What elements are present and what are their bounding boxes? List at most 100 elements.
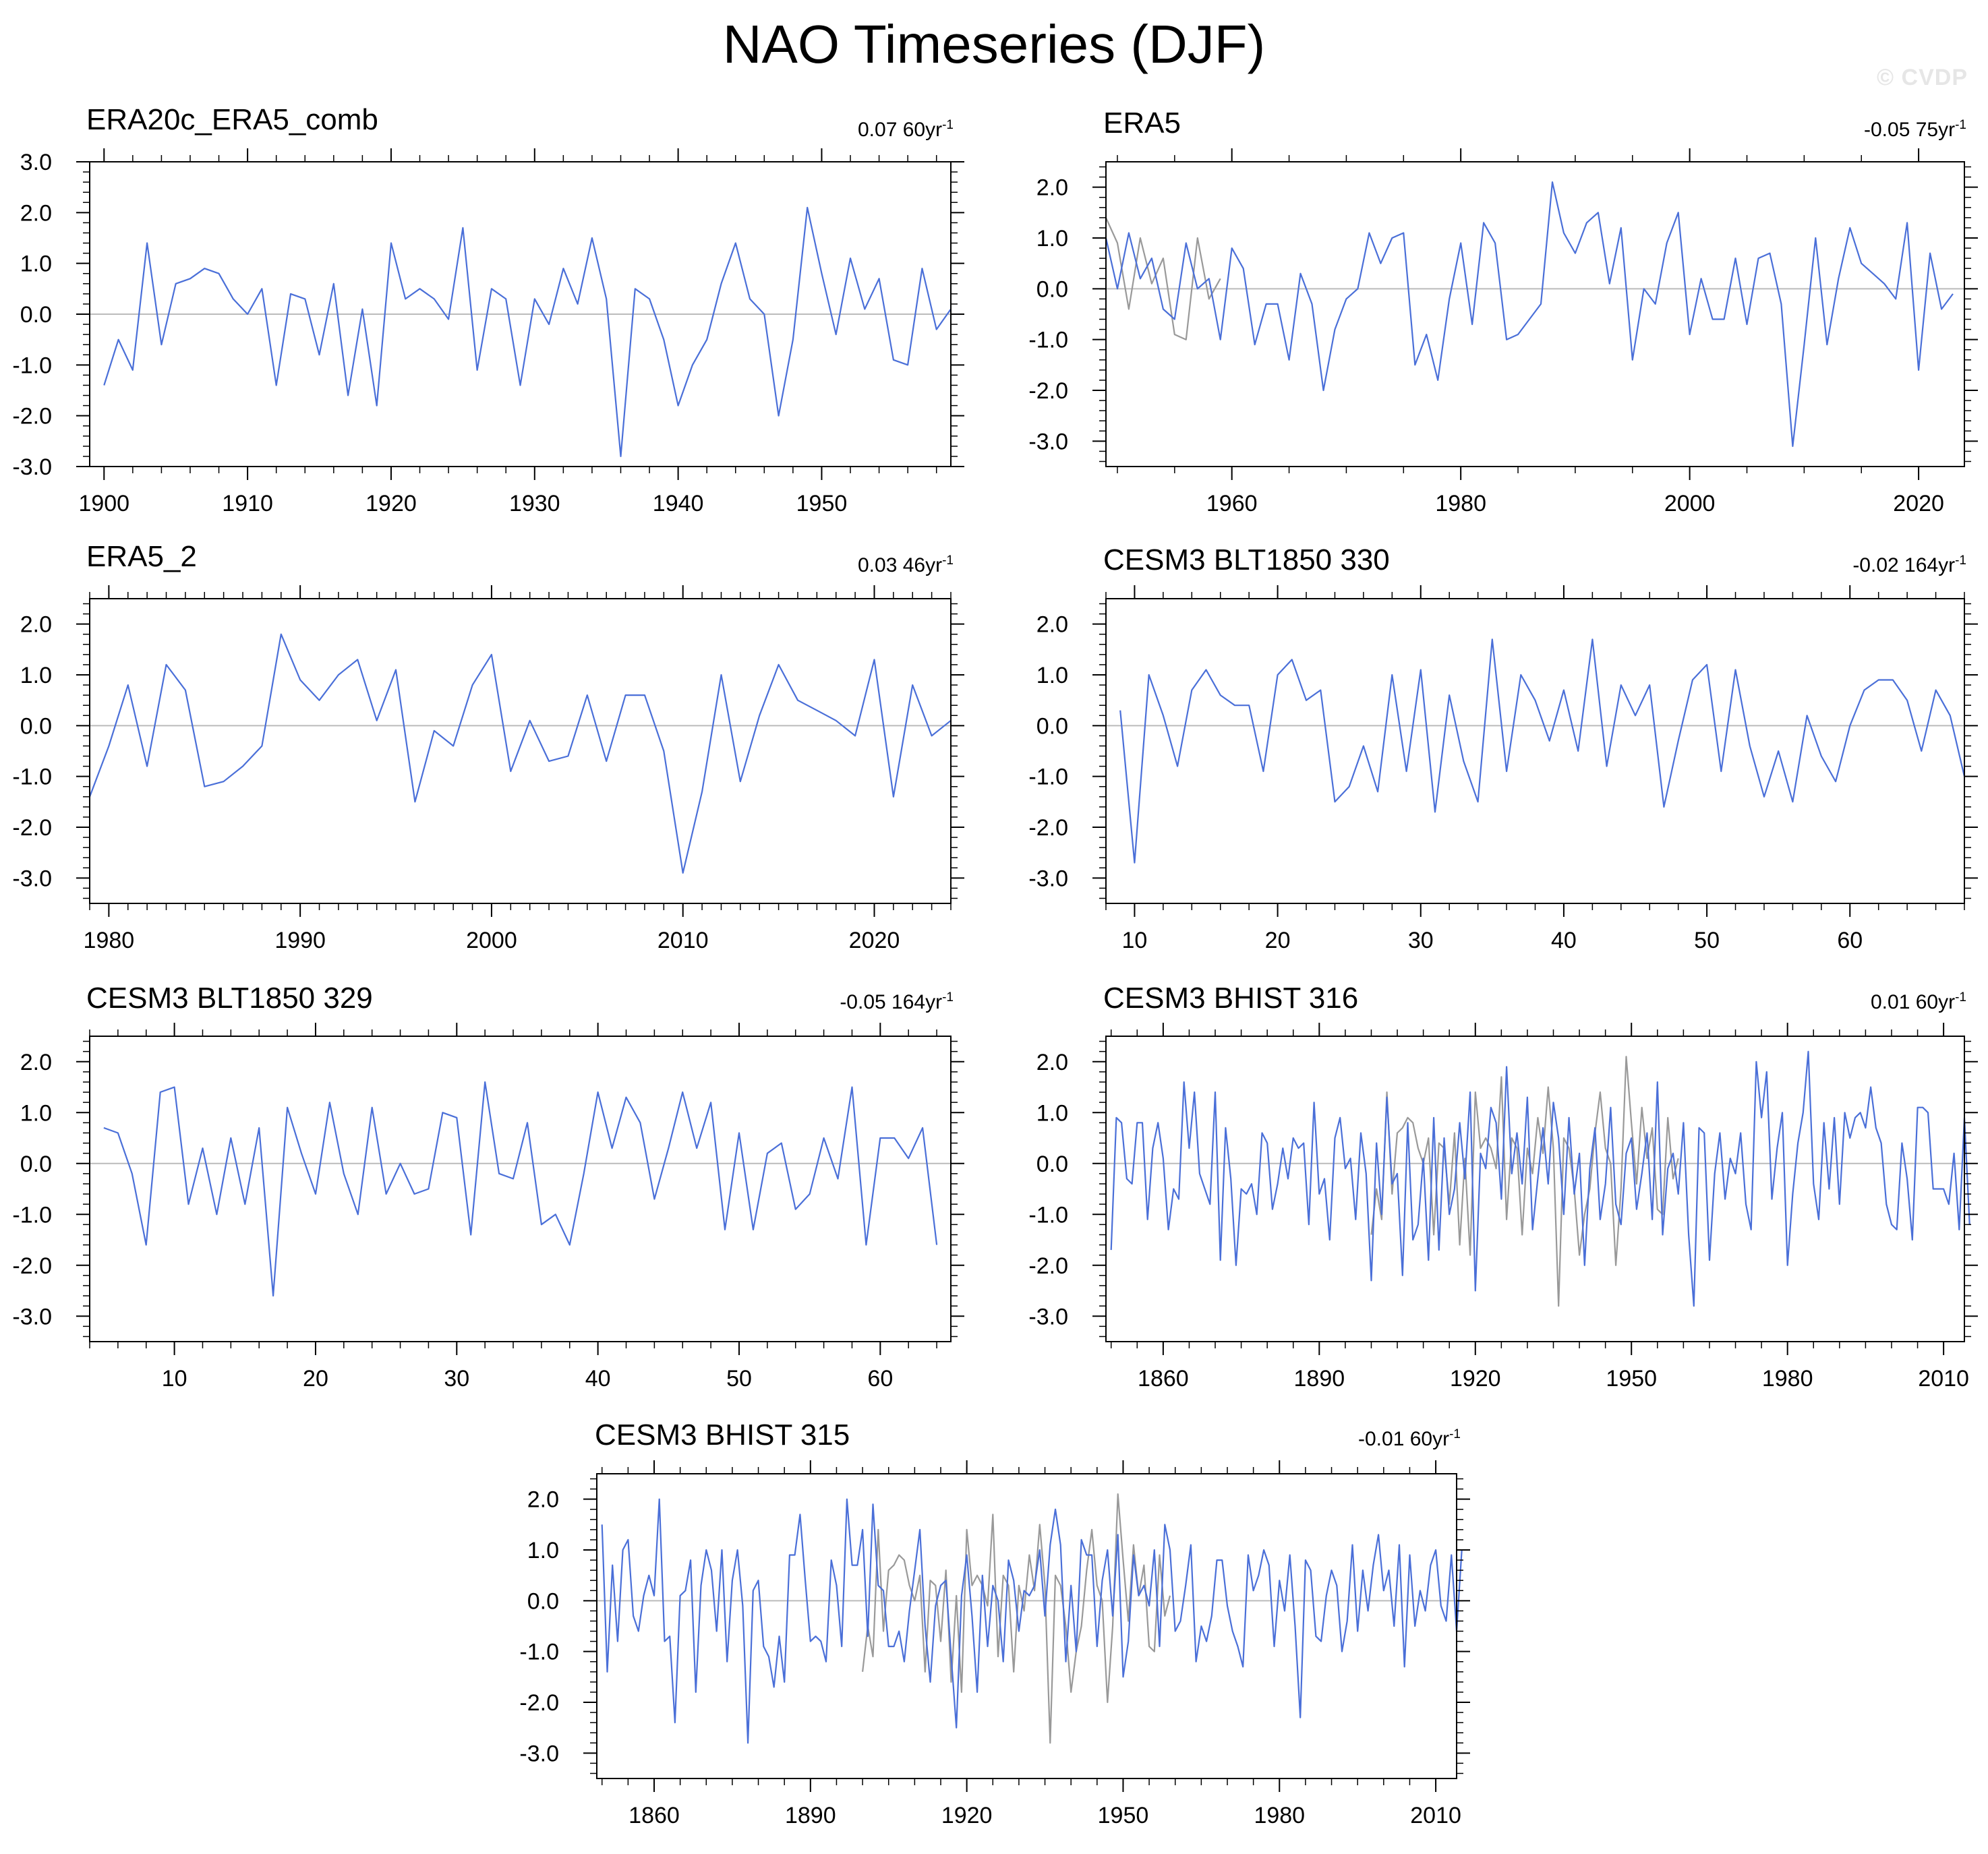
- y-tick-label: 1.0: [1036, 1100, 1068, 1126]
- y-tick-label: -2.0: [12, 404, 52, 429]
- x-tick-label: 10: [1122, 928, 1148, 953]
- panel-trend: -0.05 164yr-1: [840, 990, 954, 1013]
- plot-frame: [596, 1473, 1457, 1779]
- panel-title: ERA20c_ERA5_comb: [86, 103, 378, 136]
- x-tick-label: 1890: [1294, 1366, 1345, 1392]
- y-tick-label: 1.0: [1036, 226, 1068, 251]
- series-line-era5-2: [88, 633, 952, 874]
- y-tick-label: -1.0: [12, 765, 52, 790]
- y-tick-label: -3.0: [1028, 1304, 1068, 1329]
- panel-trend: -0.01 60yr-1: [1358, 1427, 1461, 1450]
- y-tick-label: 0.0: [527, 1588, 559, 1614]
- x-tick-label: 2000: [1664, 491, 1716, 516]
- x-tick-label: 40: [1551, 928, 1577, 953]
- x-tick-label: 1860: [628, 1803, 680, 1828]
- y-tick-label: 2.0: [1036, 1050, 1068, 1075]
- panel-trend: -0.02 164yr-1: [1852, 554, 1966, 576]
- x-tick-label: 30: [444, 1366, 469, 1392]
- x-tick-label: 50: [1694, 928, 1720, 953]
- x-tick-label: 1920: [366, 491, 417, 516]
- x-tick-label: 50: [726, 1366, 752, 1392]
- x-tick-label: 60: [867, 1366, 893, 1392]
- x-tick-label: 1920: [1450, 1366, 1501, 1392]
- y-tick-label: 1.0: [20, 1100, 52, 1126]
- x-tick-label: 20: [303, 1366, 328, 1392]
- series-line-era20c-era5-comb: [103, 206, 952, 458]
- x-tick-label: 1940: [653, 491, 704, 516]
- y-tick-label: 1.0: [20, 663, 52, 688]
- y-tick-label: -2.0: [1028, 1253, 1068, 1279]
- y-tick-label: 1.0: [20, 251, 52, 277]
- series-line-reference: [862, 1493, 1171, 1744]
- panel-title: CESM3 BHIST 316: [1103, 982, 1359, 1015]
- x-tick-label: 1980: [1762, 1366, 1813, 1392]
- plot-frame: [89, 1036, 952, 1342]
- plot-frame: [89, 598, 952, 904]
- y-tick-label: -3.0: [12, 454, 52, 480]
- panel-title: CESM3 BLT1850 330: [1103, 543, 1390, 576]
- x-tick-label: 2020: [1893, 491, 1944, 516]
- y-tick-label: -1.0: [1028, 765, 1068, 790]
- y-tick-label: -2.0: [1028, 815, 1068, 841]
- y-tick-label: 2.0: [527, 1487, 559, 1513]
- x-tick-label: 1950: [1098, 1803, 1149, 1828]
- y-tick-label: 0.0: [20, 1152, 52, 1177]
- y-tick-label: -2.0: [12, 815, 52, 841]
- x-tick-label: 1960: [1206, 491, 1258, 516]
- x-tick-label: 1950: [796, 491, 848, 516]
- y-tick-label: -1.0: [1028, 1202, 1068, 1228]
- y-tick-label: -1.0: [519, 1640, 559, 1665]
- series-line-era5: [1105, 181, 1954, 448]
- y-tick-label: 0.0: [1036, 1152, 1068, 1177]
- page-title: NAO Timeseries (DJF): [722, 14, 1266, 74]
- y-tick-label: -3.0: [1028, 866, 1068, 891]
- x-tick-label: 1950: [1606, 1366, 1657, 1392]
- x-tick-label: 1890: [785, 1803, 836, 1828]
- x-tick-label: 40: [585, 1366, 611, 1392]
- x-tick-label: 2010: [1918, 1366, 1969, 1392]
- y-tick-label: -1.0: [12, 353, 52, 378]
- y-tick-label: -2.0: [1028, 378, 1068, 404]
- panel-title: CESM3 BLT1850 329: [86, 982, 373, 1015]
- panel-title: ERA5_2: [86, 540, 197, 573]
- plot-frame: [1105, 161, 1965, 467]
- y-tick-label: -2.0: [12, 1253, 52, 1279]
- y-tick-label: -1.0: [1028, 328, 1068, 353]
- x-tick-label: 10: [162, 1366, 187, 1392]
- x-tick-label: 1910: [222, 491, 273, 516]
- x-tick-label: 1990: [274, 928, 326, 953]
- y-tick-label: 2.0: [1036, 612, 1068, 638]
- watermark: © CVDP: [1877, 65, 1968, 90]
- y-tick-label: 2.0: [20, 1050, 52, 1075]
- x-tick-label: 30: [1408, 928, 1434, 953]
- x-tick-label: 1980: [1254, 1803, 1305, 1828]
- panel-trend: -0.05 75yr-1: [1864, 118, 1966, 141]
- panel-trend: 0.07 60yr-1: [858, 118, 954, 141]
- y-tick-label: 3.0: [20, 150, 52, 175]
- y-tick-label: -2.0: [519, 1690, 559, 1716]
- x-tick-label: 2020: [849, 928, 900, 953]
- y-tick-label: 2.0: [20, 200, 52, 226]
- y-tick-label: 2.0: [20, 612, 52, 638]
- y-tick-label: 0.0: [20, 302, 52, 328]
- y-tick-label: -3.0: [12, 1304, 52, 1329]
- x-tick-label: 2000: [466, 928, 517, 953]
- series-line-cesm3-bhist-316: [1110, 1050, 1970, 1307]
- x-tick-label: 1920: [941, 1803, 993, 1828]
- y-tick-label: 0.0: [1036, 713, 1068, 739]
- y-tick-label: -3.0: [519, 1741, 559, 1766]
- x-tick-label: 1930: [509, 491, 560, 516]
- y-tick-label: -3.0: [12, 866, 52, 891]
- panel-trend: 0.01 60yr-1: [1871, 990, 1966, 1013]
- y-tick-label: 0.0: [20, 713, 52, 739]
- x-tick-label: 2010: [657, 928, 709, 953]
- y-tick-label: 0.0: [1036, 276, 1068, 302]
- x-tick-label: 1900: [78, 491, 129, 516]
- series-line-reference: [1105, 217, 1221, 340]
